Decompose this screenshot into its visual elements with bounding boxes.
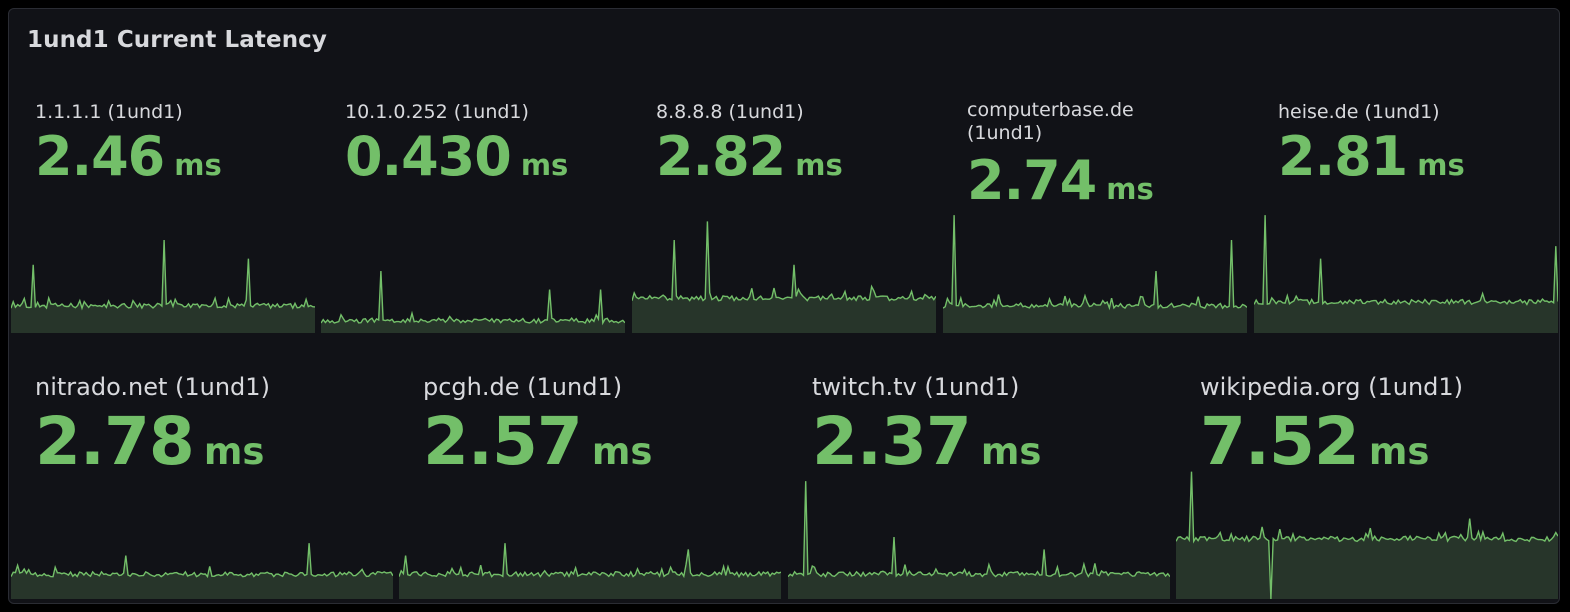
stat-title: twitch.tv (1und1) xyxy=(812,373,1020,401)
sparkline-area xyxy=(399,543,781,599)
sparkline-area xyxy=(11,543,393,599)
sparkline-line xyxy=(399,543,781,579)
sparkline-area xyxy=(321,271,625,333)
sparkline-line xyxy=(11,239,315,311)
sparkline xyxy=(11,239,315,333)
panel-title[interactable]: 1und1 Current Latency xyxy=(27,27,328,53)
stat-value: 7.52 ms xyxy=(1200,403,1430,480)
stat-title: pcgh.de (1und1) xyxy=(423,373,623,401)
stat-wikipedia[interactable]: wikipedia.org (1und1) 7.52 ms xyxy=(1176,355,1558,599)
stat-8-8-8-8[interactable]: 8.8.8.8 (1und1) 2.82 ms xyxy=(632,87,936,333)
sparkline-line xyxy=(1176,471,1558,599)
sparkline-line xyxy=(788,481,1170,578)
stat-nitrado[interactable]: nitrado.net (1und1) 2.78 ms xyxy=(11,355,393,599)
sparkline-line xyxy=(321,270,625,326)
stat-title: 10.1.0.252 (1und1) xyxy=(345,101,529,123)
sparkline xyxy=(1254,215,1558,333)
sparkline-area xyxy=(1254,215,1558,333)
stat-value: 2.81 ms xyxy=(1278,125,1465,188)
stat-value: 2.78 ms xyxy=(35,403,265,480)
latency-panel: 1und1 Current Latency 1.1.1.1 (1und1) 2.… xyxy=(8,8,1560,604)
sparkline-area xyxy=(632,221,936,333)
stat-title: 1.1.1.1 (1und1) xyxy=(35,101,183,123)
sparkline xyxy=(1176,471,1558,599)
stat-pcgh[interactable]: pcgh.de (1und1) 2.57 ms xyxy=(399,355,781,599)
stat-1-1-1-1[interactable]: 1.1.1.1 (1und1) 2.46 ms xyxy=(11,87,315,333)
sparkline-area xyxy=(943,215,1247,333)
stat-heise[interactable]: heise.de (1und1) 2.81 ms xyxy=(1254,87,1558,333)
stat-value: 2.37 ms xyxy=(812,403,1042,480)
stat-value: 2.74 ms xyxy=(967,149,1154,212)
sparkline xyxy=(399,543,781,599)
sparkline xyxy=(943,215,1247,333)
stat-value: 2.57 ms xyxy=(423,403,653,480)
stat-value: 0.430 ms xyxy=(345,125,569,188)
stat-value: 2.82 ms xyxy=(656,125,843,188)
stat-10-1-0-252[interactable]: 10.1.0.252 (1und1) 0.430 ms xyxy=(321,87,625,333)
sparkline xyxy=(11,543,393,599)
stat-computerbase[interactable]: computerbase.de (1und1) 2.74 ms xyxy=(943,87,1247,333)
sparkline xyxy=(321,270,625,333)
sparkline-line xyxy=(1254,215,1558,306)
sparkline xyxy=(632,221,936,333)
stat-title: wikipedia.org (1und1) xyxy=(1200,373,1464,401)
sparkline-line xyxy=(632,221,936,302)
sparkline-line xyxy=(11,543,393,579)
sparkline-area xyxy=(788,481,1170,599)
sparkline-line xyxy=(943,215,1247,311)
stat-title: nitrado.net (1und1) xyxy=(35,373,270,401)
stat-title: 8.8.8.8 (1und1) xyxy=(656,101,804,123)
stat-title: computerbase.de (1und1) xyxy=(967,99,1134,144)
sparkline xyxy=(788,481,1170,599)
stat-value: 2.46 ms xyxy=(35,125,222,188)
stat-twitch[interactable]: twitch.tv (1und1) 2.37 ms xyxy=(788,355,1170,599)
stat-title: heise.de (1und1) xyxy=(1278,101,1440,123)
